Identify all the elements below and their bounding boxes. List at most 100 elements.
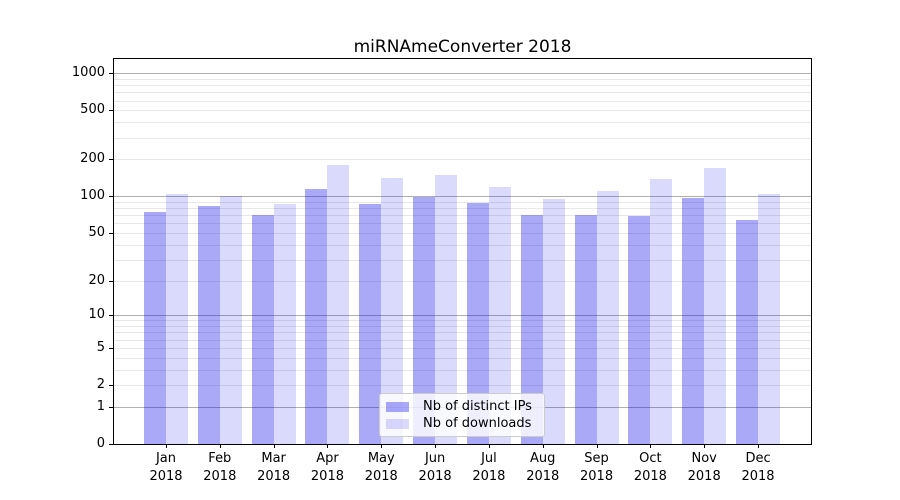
- x-axis-tick: [381, 444, 383, 448]
- gridline-minor: [114, 208, 811, 210]
- x-axis-tick-label: Jan 2018: [149, 451, 183, 484]
- y-axis-tick: [109, 444, 113, 445]
- y-axis-tick: [109, 233, 113, 235]
- y-axis-tick-label: 100: [80, 188, 105, 204]
- legend-label-distinct-ips: Nb of distinct IPs: [423, 399, 532, 414]
- bar-distinct-ips: [305, 189, 328, 444]
- bar-downloads: [327, 165, 350, 444]
- bar-downloads: [219, 195, 242, 444]
- x-axis-tick-label: Jun 2018: [418, 451, 452, 484]
- legend-swatch-distinct-ips: [386, 401, 409, 412]
- y-axis-tick-label: 500: [80, 102, 105, 118]
- gridline-minor: [114, 385, 811, 387]
- bar-distinct-ips: [682, 197, 705, 444]
- gridline-minor: [114, 259, 811, 261]
- bar-downloads: [704, 167, 727, 444]
- chart-title: miRNAmeConverter 2018: [353, 37, 572, 57]
- x-axis-tick-label: Apr 2018: [310, 451, 344, 484]
- gridline-minor: [114, 357, 811, 359]
- gridline-minor: [114, 326, 811, 328]
- x-axis-tick-label: Feb 2018: [203, 451, 237, 484]
- bar-downloads: [596, 191, 619, 444]
- x-axis-tick-label: Oct 2018: [633, 451, 667, 484]
- x-axis-tick-label: Sep 2018: [580, 451, 614, 484]
- x-axis-tick-label: Nov 2018: [687, 451, 721, 484]
- y-axis-tick-label: 1000: [71, 65, 105, 81]
- bar-downloads: [758, 194, 781, 444]
- x-axis-tick: [273, 444, 275, 448]
- gridline-minor: [114, 233, 811, 235]
- gridline-major: [114, 73, 811, 75]
- bar-distinct-ips: [628, 216, 651, 444]
- y-axis-tick-label: 200: [80, 151, 105, 167]
- x-axis-tick: [542, 444, 544, 448]
- gridline-minor: [114, 85, 811, 87]
- y-axis-tick: [109, 406, 113, 408]
- gridline-minor: [114, 223, 811, 225]
- gridline-minor: [114, 78, 811, 80]
- bar-downloads: [542, 198, 565, 444]
- x-axis-tick: [596, 444, 598, 448]
- bar-downloads: [435, 174, 458, 444]
- gridline-minor: [114, 244, 811, 246]
- bar-distinct-ips: [466, 202, 489, 444]
- legend: Nb of distinct IPs Nb of downloads: [379, 393, 545, 437]
- y-axis-tick: [109, 73, 113, 75]
- x-axis-tick: [488, 444, 490, 448]
- x-axis-tick: [435, 444, 437, 448]
- gridline-minor: [114, 100, 811, 102]
- bar-distinct-ips: [359, 203, 382, 444]
- gridline-minor: [114, 280, 811, 282]
- x-axis-tick: [166, 444, 167, 448]
- y-axis-tick-label: 1: [96, 398, 105, 414]
- x-axis-tick-label: Mar 2018: [257, 451, 291, 484]
- gridline-minor: [114, 92, 811, 94]
- gridline-minor: [114, 215, 811, 217]
- bar-distinct-ips: [736, 220, 759, 444]
- gridline-major: [114, 315, 811, 317]
- gridline-minor: [114, 369, 811, 371]
- y-axis-tick-label: 0: [96, 436, 105, 451]
- bar-downloads: [488, 187, 511, 444]
- y-axis-tick: [109, 347, 113, 349]
- y-axis-tick: [109, 385, 113, 387]
- gridline-minor: [114, 347, 811, 349]
- y-axis-tick: [109, 196, 113, 198]
- bar-downloads: [166, 193, 188, 444]
- y-axis-tick: [109, 110, 113, 112]
- x-axis-tick-label: Jul 2018: [472, 451, 506, 484]
- legend-row-downloads: Nb of downloads: [386, 415, 538, 432]
- y-axis-tick-label: 20: [88, 272, 105, 288]
- y-axis-tick-label: 2: [96, 377, 105, 393]
- gridline-minor: [114, 137, 811, 139]
- y-axis-tick-label: 10: [88, 307, 105, 323]
- x-axis-tick-label: May 2018: [364, 451, 398, 484]
- legend-label-downloads: Nb of downloads: [423, 416, 532, 431]
- x-axis-tick: [327, 444, 329, 448]
- x-axis-tick: [704, 444, 706, 448]
- legend-swatch-downloads: [386, 418, 409, 429]
- x-axis-tick-label: Dec 2018: [741, 451, 775, 484]
- bar-distinct-ips: [520, 214, 543, 444]
- x-axis-tick: [219, 444, 221, 448]
- gridline-minor: [114, 159, 811, 161]
- y-axis-tick: [109, 315, 113, 317]
- bar-downloads: [273, 204, 296, 444]
- gridline-minor: [114, 201, 811, 203]
- bar-distinct-ips: [251, 214, 274, 444]
- bar-downloads: [650, 178, 673, 444]
- bar-downloads: [381, 177, 404, 444]
- y-axis-tick: [109, 159, 113, 161]
- gridline-minor: [114, 122, 811, 124]
- y-axis-tick-label: 5: [96, 339, 105, 355]
- gridline-major: [114, 196, 811, 198]
- bar-distinct-ips: [413, 196, 436, 444]
- x-axis-tick-label: Aug 2018: [526, 451, 560, 484]
- gridline-minor: [114, 339, 811, 341]
- bar-distinct-ips: [574, 215, 597, 444]
- y-axis-tick-label: 50: [88, 225, 105, 241]
- x-axis-tick: [650, 444, 652, 448]
- bar-distinct-ips: [144, 211, 166, 444]
- gridline-minor: [114, 332, 811, 334]
- y-axis-tick: [109, 280, 113, 282]
